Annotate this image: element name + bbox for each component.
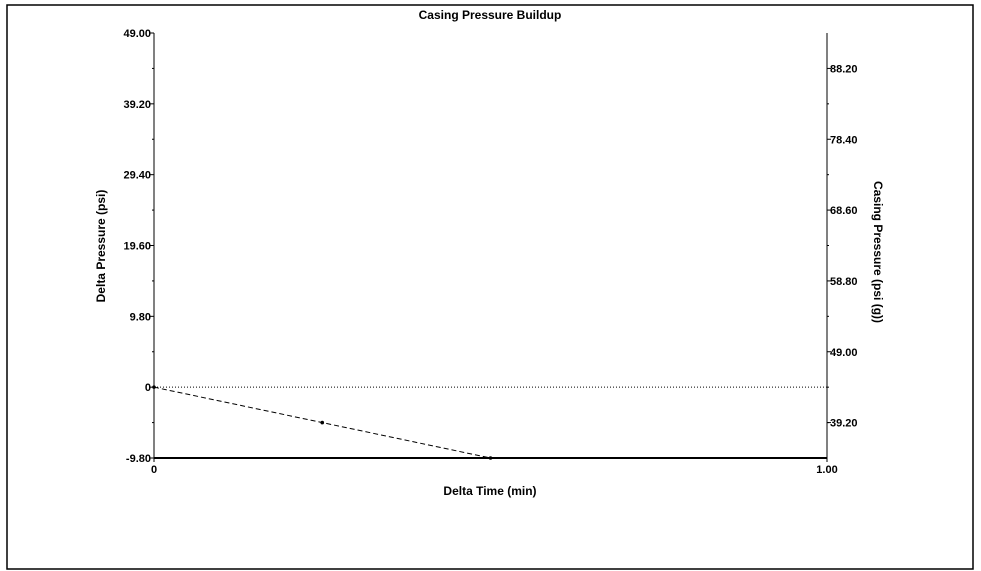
x-tick-label: 1.00 <box>816 464 837 476</box>
data-point <box>488 456 493 460</box>
x-tick-label: 0 <box>151 464 157 476</box>
data-point <box>152 385 156 389</box>
y2-tick-label: 49.00 <box>830 347 858 359</box>
y-tick-label: 49.00 <box>123 28 151 40</box>
y2-tick-label: 39.20 <box>830 418 858 430</box>
y-tick-label: 0 <box>145 382 151 394</box>
y2-tick-label: 68.60 <box>830 205 858 217</box>
chart-title: Casing Pressure Buildup <box>419 8 562 22</box>
y-axis-title: Delta Pressure (psi) <box>94 190 108 303</box>
chart-frame <box>6 4 974 570</box>
y-tick-label: -9.80 <box>126 453 151 465</box>
y-tick-label: 39.20 <box>123 99 151 111</box>
y2-tick-label: 88.20 <box>830 63 858 75</box>
y2-axis-title: Casing Pressure (psi (g)) <box>871 181 885 323</box>
plot-area: -9.8009.8019.6029.4039.2049.0039.2049.00… <box>123 28 857 476</box>
y-tick-label: 9.80 <box>130 311 151 323</box>
data-point <box>320 420 325 425</box>
y2-tick-label: 58.80 <box>830 276 858 288</box>
y-tick-label: 19.60 <box>123 241 151 253</box>
y-tick-label: 29.40 <box>123 170 151 182</box>
y2-tick-label: 78.40 <box>830 134 858 146</box>
x-axis-title: Delta Time (min) <box>443 484 536 498</box>
